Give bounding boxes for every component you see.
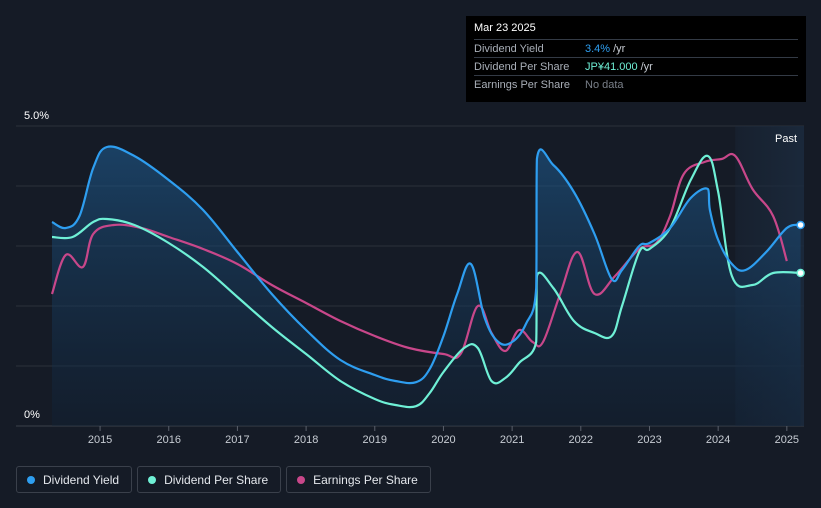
x-tick-label: 2016 [157, 434, 181, 446]
x-tick-label: 2022 [569, 434, 593, 446]
tooltip-value-group: No data [585, 79, 624, 91]
x-tick-label: 2024 [706, 434, 730, 446]
tooltip-label: Dividend Per Share [474, 60, 570, 73]
legend-label: Dividend Per Share [164, 472, 269, 487]
dividend-per-share-end-marker [796, 268, 805, 278]
y-tick-label: 0% [24, 409, 40, 421]
legend-item-earnings-per-share[interactable]: Earnings Per Share [286, 466, 431, 493]
x-tick-label: 2021 [500, 434, 524, 446]
dividend-yield-line [51, 145, 801, 385]
tooltip-label: Dividend Yield [474, 42, 544, 55]
legend-item-dividend-yield[interactable]: Dividend Yield [16, 466, 133, 493]
x-tick-label: 2019 [363, 434, 387, 446]
x-tick-label: 2023 [637, 434, 661, 446]
series-layer [50, 145, 805, 426]
tooltip-value-group: 3.4% /yr [585, 43, 625, 55]
dividend-yield-area [52, 146, 801, 426]
x-tick-label: 2017 [225, 434, 249, 446]
dividend-yield-end-marker [796, 220, 805, 230]
tooltip-value-group: JP¥41.000 /yr [585, 61, 653, 73]
tooltip-row-dividend-yield: Dividend Yield 3.4% /yr [474, 39, 798, 57]
legend-item-dividend-per-share[interactable]: Dividend Per Share [137, 466, 282, 493]
y-tick-label: 5.0% [24, 110, 49, 122]
tooltip-value: No data [585, 78, 624, 91]
legend-dot-icon [297, 475, 306, 484]
earnings-per-share-line [50, 152, 788, 360]
legend-label: Dividend Yield [43, 472, 120, 487]
tooltip-unit: /yr [640, 60, 653, 73]
legend-dot-icon [148, 475, 157, 484]
tooltip-value: 3.4% [585, 42, 611, 55]
x-tick-label: 2015 [88, 434, 112, 446]
legend-dot-icon [27, 475, 35, 484]
axis-ticks: 5.0% 0% 2015 2016 2017 2018 2019 2020 2021 2022 20… [24, 110, 799, 446]
dividend-per-share-line [51, 154, 801, 409]
past-label: Past [775, 133, 797, 145]
tooltip-row-dividend-per-share: Dividend Per Share JP¥41.000 /yr [474, 57, 798, 75]
tooltip-date: Mar 23 2025 [474, 22, 536, 34]
legend: Dividend Yield Dividend Per Share Earnin… [16, 466, 431, 493]
tooltip-value: JP¥41.000 [585, 60, 638, 73]
tooltip-label: Earnings Per Share [474, 78, 570, 91]
tooltip-panel: Mar 23 2025 Dividend Yield 3.4% /yr Divi… [466, 16, 806, 102]
tooltip-row-earnings-per-share: Earnings Per Share No data [474, 75, 798, 93]
tooltip-unit: /yr [613, 42, 626, 55]
legend-label: Earnings Per Share [313, 472, 418, 487]
x-tick-label: 2018 [294, 434, 318, 446]
x-tick-label: 2025 [775, 434, 799, 446]
x-tick-label: 2020 [431, 434, 455, 446]
